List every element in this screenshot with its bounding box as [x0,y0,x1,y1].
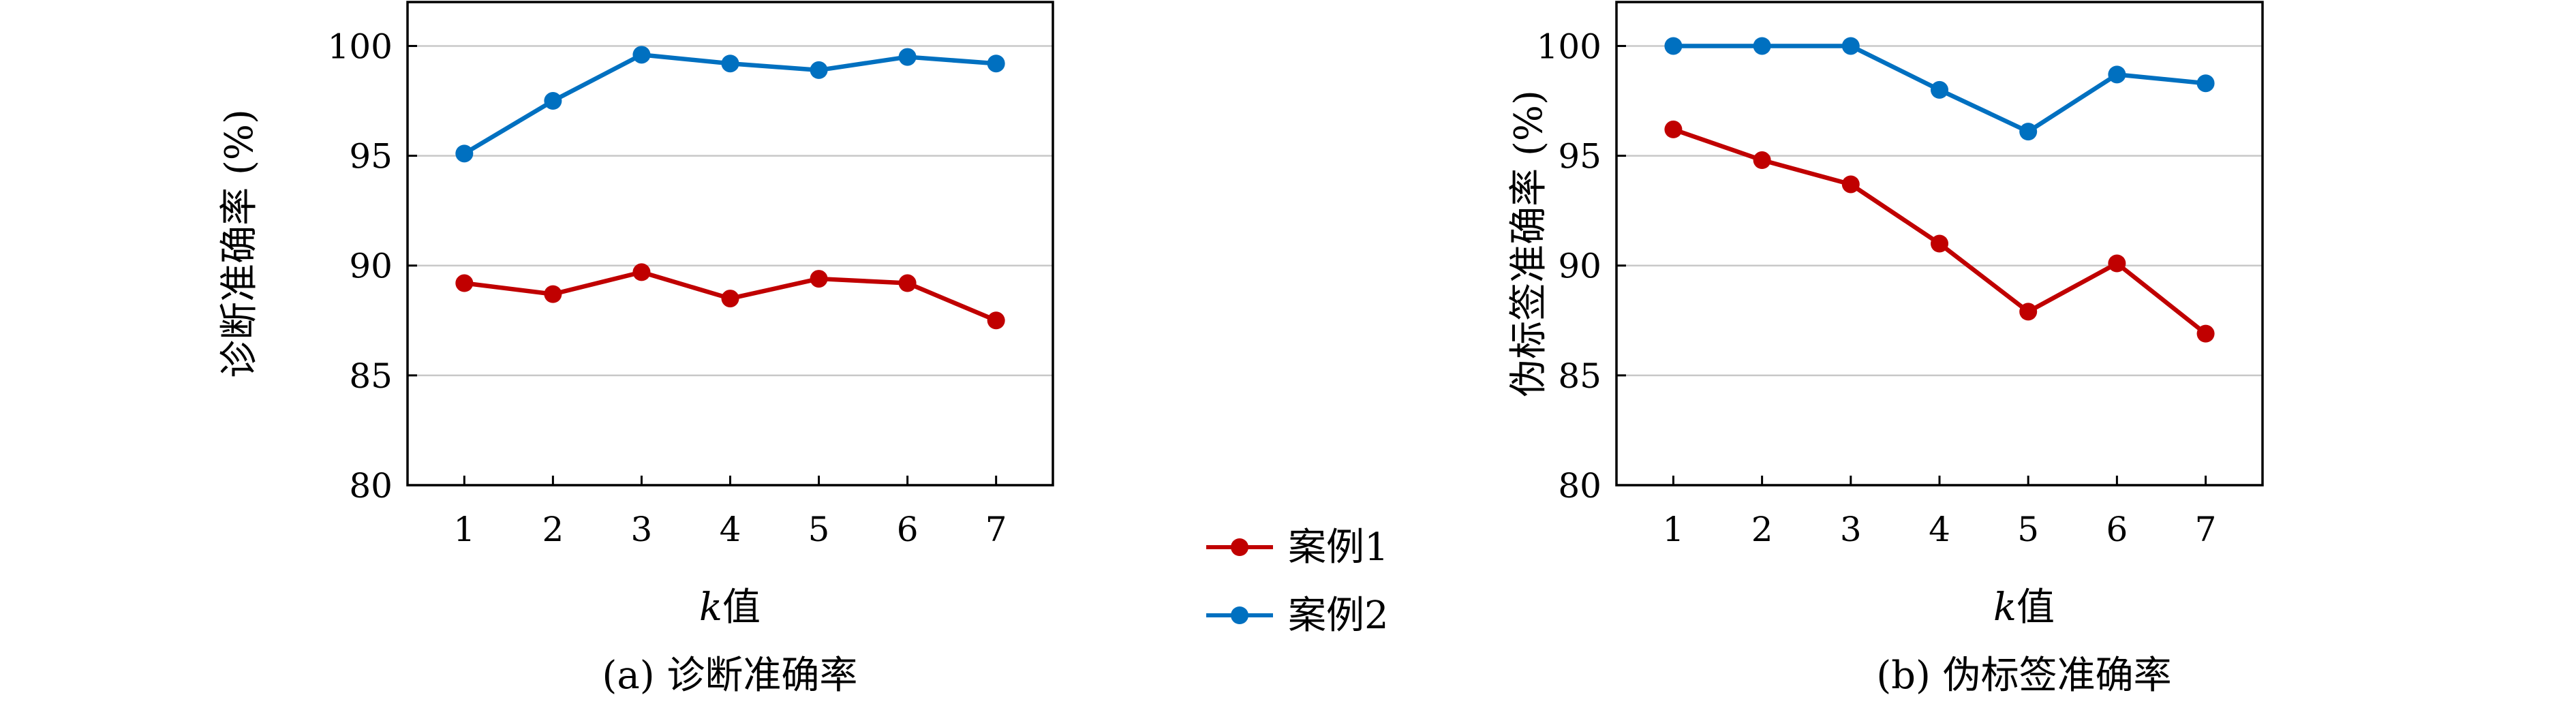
data-point [1931,234,1948,253]
series-line [1672,127,2207,336]
data-point [632,46,651,64]
data-point [455,144,474,163]
y-tick-label: 100 [328,27,393,66]
plot-frame [406,1,1054,487]
data-point [1931,80,1948,99]
data-point [2108,254,2126,273]
data-point [898,48,917,66]
y-tick-label: 80 [349,466,393,506]
legend-label: 案例1 [1288,525,1389,570]
y-tick-label: 95 [349,137,393,176]
y-tick-label: 90 [349,247,393,286]
x-tick-label: 6 [897,510,919,549]
data-point [455,274,474,292]
y-tick-label: 85 [349,356,393,396]
data-point [987,55,1005,73]
data-point [1841,37,1860,55]
x-tick-labels: 1 2 3 4 5 6 7 [453,510,1007,549]
x-axis-label: k值 [1993,585,2055,630]
y-tick-label: 95 [1558,137,1601,176]
x-tick-labels: 1 2 3 4 5 6 7 [1663,510,2217,549]
x-axis-label: k值 [699,585,761,630]
tick-marks [1616,44,2207,487]
data-point [1664,37,1683,55]
chart-caption: (b) 伪标签准确率 [1876,653,2171,698]
x-tick-label: 4 [1929,510,1950,549]
x-tick-label: 2 [1751,510,1773,549]
data-point [1841,175,1860,194]
data-point [1664,120,1683,138]
chart-pseudo-label-accuracy: 1 2 3 4 5 6 7 80 85 90 95 100 k值 伪标签准确率 (%) (b) 伪标… [1507,1,2264,698]
series-case1 [455,263,1005,330]
legend-item-case2: 案例2 [1206,594,1389,638]
chart-caption: (a) 诊断准确率 [602,653,858,698]
x-tick-label: 3 [631,510,653,549]
data-point [544,92,562,110]
chart-diagnosis-accuracy: 1 2 3 4 5 6 7 80 85 90 95 100 k值 诊断准确率 (%) (a) 诊断准… [217,1,1054,698]
y-tick-label: 100 [1537,27,1601,66]
legend-item-case1: 案例1 [1206,525,1389,570]
data-point [1753,151,1771,170]
x-tick-label: 1 [453,510,475,549]
data-point [810,270,828,288]
x-tick-label: 7 [985,510,1007,549]
x-tick-label: 7 [2195,510,2217,549]
x-tick-label: 1 [1663,510,1685,549]
data-point [987,311,1005,330]
data-point [544,285,562,303]
tick-marks [408,44,998,487]
legend-swatch-marker [1231,538,1248,556]
y-tick-label: 90 [1558,247,1601,286]
data-point [2108,65,2126,84]
x-tick-label: 3 [1840,510,1862,549]
data-point [810,61,828,79]
x-tick-label: 6 [2106,510,2128,549]
x-tick-label: 4 [720,510,741,549]
series-layer [1664,37,2215,343]
data-point [632,263,651,281]
y-tick-label: 80 [1558,466,1601,506]
y-tick-labels: 80 85 90 95 100 [1537,27,1601,506]
series-case1 [1664,120,2215,343]
y-tick-label: 85 [1558,356,1601,396]
series-case2 [1664,37,2215,141]
legend: 案例1 案例2 [1206,525,1389,638]
data-point [2196,74,2215,93]
x-tick-label: 5 [808,510,830,549]
data-point [1753,37,1771,55]
series-case2 [455,46,1005,163]
data-point [721,290,739,308]
x-tick-label: 5 [2017,510,2039,549]
y-axis-label: 伪标签准确率 (%) [1507,90,1551,397]
grid-lines [408,45,1053,377]
series-layer [455,46,1005,330]
data-point [2019,123,2038,141]
data-point [2019,303,2038,321]
data-point [2196,324,2215,343]
y-axis-label: 诊断准确率 (%) [217,109,262,378]
legend-swatch-marker [1231,606,1248,624]
y-tick-labels: 80 85 90 95 100 [328,27,393,506]
data-point [721,55,739,73]
x-tick-label: 2 [542,510,564,549]
legend-label: 案例2 [1288,594,1389,638]
data-point [898,274,917,292]
